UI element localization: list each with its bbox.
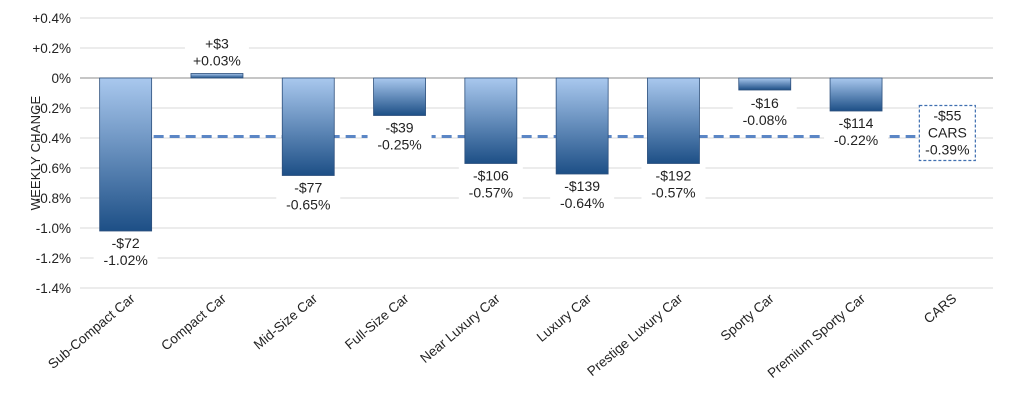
bar: [738, 77, 792, 91]
data-label-bg: [276, 178, 341, 215]
data-label: -0.08%: [743, 112, 787, 128]
y-tick-label: -1.2%: [36, 251, 71, 266]
data-label-bg: [184, 34, 249, 71]
data-label: -0.57%: [469, 185, 513, 201]
data-label: -$16: [751, 95, 779, 111]
category-label: Full-Size Car: [342, 290, 412, 352]
data-label-bg: [824, 114, 889, 150]
data-label-bg: [732, 94, 797, 130]
category-label: Mid-Size Car: [251, 290, 321, 352]
data-label: -0.65%: [286, 197, 330, 213]
data-label: +0.03%: [193, 53, 241, 69]
data-label: -0.25%: [377, 137, 421, 153]
data-label-bg: [93, 234, 158, 270]
average-label: -0.39%: [925, 142, 969, 158]
y-axis-title: WEEKLY CHANGE: [28, 95, 43, 210]
category-label: Prestige Luxury Car: [584, 290, 685, 378]
data-label: -$114: [839, 115, 874, 131]
data-label: -1.02%: [103, 252, 147, 268]
average-label: -$55: [933, 108, 961, 124]
data-label-bg: [641, 166, 706, 203]
data-label-bg: [458, 166, 523, 203]
y-tick-label: -0.8%: [36, 191, 71, 206]
data-label-bg: [367, 118, 432, 155]
data-label: -$77: [294, 180, 322, 196]
y-tick-label: -0.2%: [36, 101, 71, 116]
data-label: +$3: [205, 36, 229, 52]
data-label: -$39: [386, 120, 414, 136]
data-label: -0.57%: [651, 185, 695, 201]
y-tick-label: -1.0%: [36, 221, 71, 236]
category-label: Luxury Car: [534, 290, 595, 344]
data-label-bg: [550, 177, 615, 213]
average-label: CARS: [928, 125, 967, 141]
category-label: Sub-Compact Car: [45, 290, 138, 371]
bar: [647, 77, 700, 164]
y-tick-label: -0.4%: [36, 131, 71, 146]
category-label: Premium Sporty Car: [765, 290, 869, 380]
bar: [99, 77, 153, 232]
data-label: -$72: [112, 235, 140, 251]
data-label: -0.64%: [560, 195, 604, 211]
y-tick-label: +0.4%: [32, 11, 71, 26]
y-tick-label: -1.4%: [36, 281, 71, 296]
y-tick-label: -0.6%: [36, 161, 71, 176]
y-tick-label: +0.2%: [32, 41, 71, 56]
data-label: -$192: [656, 168, 692, 184]
bar: [190, 73, 244, 79]
average-label-box: [918, 104, 976, 162]
y-tick-label: 0%: [51, 71, 71, 86]
category-label: Sporty Car: [718, 290, 777, 343]
bar: [829, 77, 883, 112]
bar: [555, 77, 609, 175]
bar: [373, 77, 426, 116]
category-label: Compact Car: [158, 290, 229, 353]
category-label: CARS: [921, 291, 959, 327]
data-label: -$106: [473, 168, 509, 184]
bar: [464, 77, 518, 164]
category-label: Near Luxury Car: [417, 290, 503, 365]
data-label: -0.22%: [834, 132, 878, 148]
data-label: -$139: [564, 178, 600, 194]
bar: [281, 77, 335, 176]
